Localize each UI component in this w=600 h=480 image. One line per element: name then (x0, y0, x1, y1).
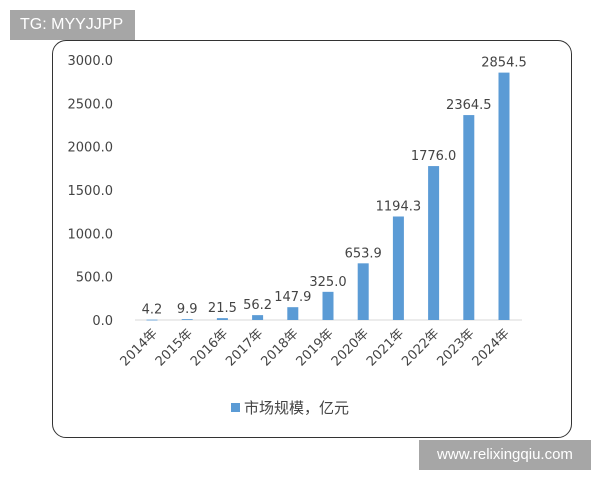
data-label: 56.2 (243, 298, 272, 313)
data-label: 653.9 (345, 246, 382, 261)
x-tick-label: 2024年 (470, 326, 513, 369)
bar (463, 115, 475, 321)
y-tick-label: 1500.0 (68, 184, 114, 199)
x-tick-label: 2014年 (118, 326, 161, 369)
data-label: 2854.5 (481, 56, 527, 71)
x-tick-label: 2018年 (258, 326, 301, 369)
data-label: 9.9 (177, 302, 198, 317)
x-tick-label: 2015年 (153, 326, 196, 369)
x-tick-label: 2017年 (223, 326, 266, 369)
bar (216, 318, 228, 320)
x-tick-label: 2020年 (329, 326, 372, 369)
legend-label: 市场规模，亿元 (244, 399, 349, 417)
legend-swatch (231, 403, 240, 412)
data-label: 4.2 (142, 303, 163, 318)
y-tick-label: 2500.0 (68, 97, 114, 112)
data-label: 1194.3 (376, 199, 422, 214)
x-tick-label: 2023年 (434, 326, 477, 369)
y-tick-label: 2000.0 (68, 141, 114, 156)
x-tick-label: 2019年 (294, 326, 337, 369)
bar (252, 315, 264, 320)
y-tick-label: 1000.0 (68, 227, 114, 242)
data-label: 1776.0 (411, 149, 457, 164)
bar (146, 319, 158, 321)
x-tick-label: 2021年 (364, 326, 407, 369)
tg-label: TG: MYYJJPP (10, 10, 135, 40)
data-label: 21.5 (208, 301, 237, 316)
data-label: 2364.5 (446, 98, 492, 113)
y-tick-label: 3000.0 (68, 54, 114, 69)
bar (392, 216, 404, 320)
bar (498, 72, 510, 320)
bar (357, 263, 369, 320)
bar (428, 166, 440, 320)
bar (181, 319, 193, 320)
data-label: 325.0 (309, 275, 346, 290)
bar (287, 307, 299, 320)
bar (322, 291, 334, 320)
chart-frame (52, 40, 572, 438)
watermark: www.relixingqiu.com (419, 440, 591, 470)
y-tick-label: 500.0 (76, 271, 113, 286)
data-label: 147.9 (274, 290, 311, 305)
x-tick-label: 2016年 (188, 326, 231, 369)
y-tick-label: 0.0 (92, 314, 113, 329)
x-tick-label: 2022年 (399, 326, 442, 369)
